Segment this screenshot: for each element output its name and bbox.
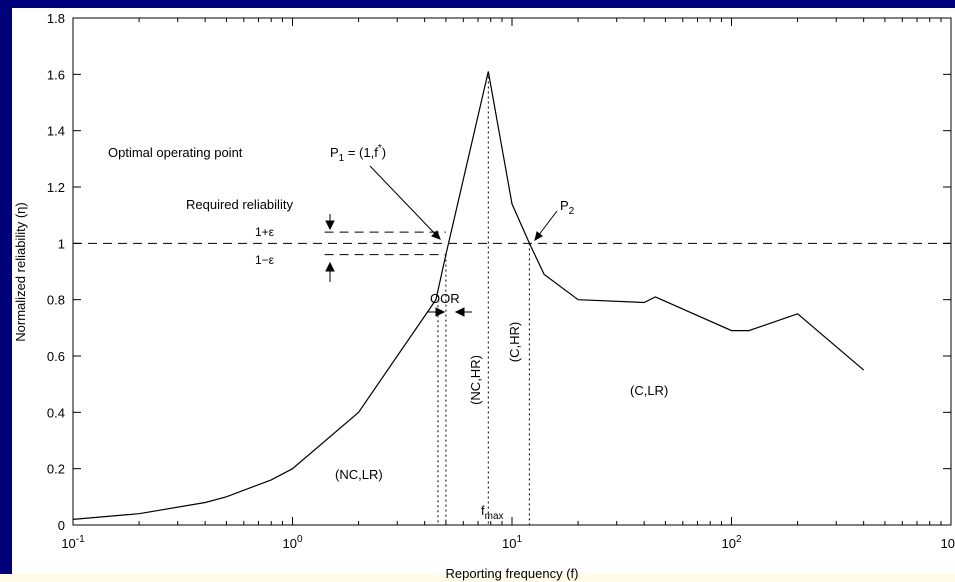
x-tick-label: 102 [721, 534, 741, 551]
y-tick-label: 0 [58, 518, 65, 533]
p1-superscript: * [378, 143, 382, 154]
p1-subscript: 1 [339, 153, 345, 164]
p2-arrowhead [534, 231, 543, 242]
one-plus-epsilon-label: 1+ε [255, 225, 275, 239]
optimal-point-arrowhead [431, 230, 441, 240]
y-ticks: 0 0.2 0.4 0.6 0.8 1 1.2 1.4 1.6 1.8 [47, 11, 951, 533]
x-axis-label: Reporting frequency (f) [446, 566, 579, 581]
oor-left-arrowhead [435, 307, 446, 317]
oor-right-arrowhead [454, 307, 465, 317]
nc-lr-region-label: (NC,LR) [335, 467, 383, 482]
c-lr-region-label: (C,LR) [630, 383, 668, 398]
one-minus-epsilon-label: 1−ε [255, 253, 275, 267]
oor-label: OOR [430, 291, 460, 306]
x-tick-label: 101 [502, 534, 522, 551]
p1-label: P1 = (1,f*) [330, 143, 386, 164]
reliability-curve [72, 71, 865, 520]
x-tick-label: 10-1 [61, 534, 85, 551]
p2-label: P2 [560, 198, 575, 217]
annotation-arrows [325, 165, 558, 317]
p2-letter: P [560, 198, 569, 213]
y-tick-label: 1.8 [47, 11, 65, 26]
c-hr-region-label: (C,HR) [507, 322, 522, 362]
p2-subscript: 2 [569, 206, 575, 217]
y-tick-label: 0.4 [47, 405, 65, 420]
vertical-guide-lines [437, 71, 530, 525]
x-ticks: 10-1 100 101 102 10 [61, 18, 955, 551]
nc-hr-region-label: (NC,HR) [468, 355, 483, 405]
required-bottom-arrowhead [325, 261, 335, 272]
optimal-operating-point-label: Optimal operating point [108, 145, 243, 160]
figure-background [12, 8, 955, 574]
x-tick-label: 10 [941, 536, 955, 551]
bottom-band [0, 574, 955, 582]
y-tick-label: 0.8 [47, 293, 65, 308]
y-tick-label: 1.4 [47, 124, 65, 139]
y-tick-label: 0.6 [47, 349, 65, 364]
fmax-subscript: max [485, 511, 504, 522]
optimal-point-arrow [369, 165, 441, 240]
y-tick-label: 1.2 [47, 180, 65, 195]
y-tick-label: 0.2 [47, 462, 65, 477]
p1-expression: = (1,f [344, 145, 378, 160]
p1-letter: P [330, 145, 339, 160]
fmax-letter: f [481, 503, 485, 518]
x-tick-label: 100 [282, 534, 302, 551]
series-layer [72, 71, 865, 520]
y-tick-label: 1.6 [47, 67, 65, 82]
required-reliability-label: Required reliability [186, 197, 293, 212]
reference-lines [73, 231, 951, 256]
fmax-label: fmax [481, 503, 504, 522]
required-top-arrowhead [325, 220, 335, 231]
y-tick-label: 1 [58, 236, 65, 251]
p1-close-paren: ) [382, 145, 386, 160]
y-axis-label: Normalized reliability (η) [13, 202, 28, 341]
